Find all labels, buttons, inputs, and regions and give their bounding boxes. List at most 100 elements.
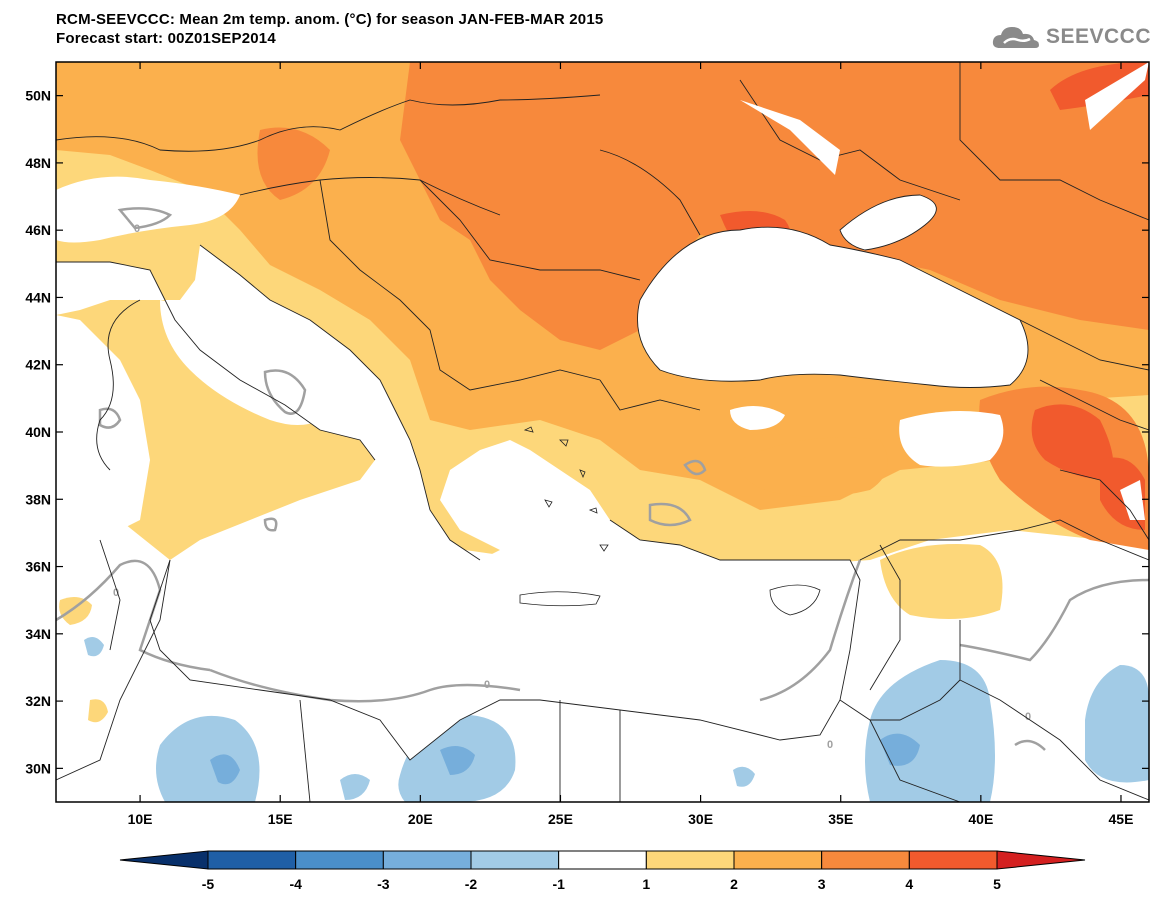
contour-label: 0 [1025,711,1031,723]
crete-coast [519,591,601,607]
lat-tick-label: 36N [25,559,51,575]
map-title: RCM-SEEVCCC: Mean 2m temp. anom. (°C) fo… [56,10,603,48]
anomaly-field: 0 0 0 0 0 [56,62,1149,802]
border [959,62,1149,221]
anomaly-patch-anatolia [740,437,888,497]
white-streak-ukraine [740,100,840,175]
western-mediterranean [56,315,150,545]
longitude-axis: 10E 15E 20E 25E 30E 35E 40E 45E [128,62,1133,827]
island [559,439,569,447]
contour-label: 0 [134,223,140,235]
colorbar-label: 2 [730,876,738,892]
contour-line [263,369,307,415]
contour-labels: 0 0 0 0 0 [113,223,1031,751]
contour-label: 0 [113,587,119,599]
border [839,679,961,721]
contour-line [209,668,521,703]
lat-tick-label: 42N [25,357,51,373]
colorbar: -5 -4 -3 -2 -1 1 2 3 4 5 [119,850,1086,892]
contour-line [683,459,707,476]
colorbar-label: 1 [642,876,650,892]
lat-tick-label: 32N [25,693,51,709]
lon-tick-label: 35E [828,811,853,827]
colorbar-swatch [207,850,297,870]
title-line-1: RCM-SEEVCCC: Mean 2m temp. anom. (°C) fo… [56,11,604,28]
contour-line [263,517,278,532]
coastline [96,299,141,471]
lat-tick-label: 34N [25,626,51,642]
island [544,499,553,508]
colorbar-swatch [382,850,472,870]
lon-tick-label: 25E [548,811,573,827]
seevccc-logo: SEEVCCC [990,22,1151,52]
black-sea [637,227,1028,388]
border [299,699,311,802]
contour-line [1014,739,1046,751]
colorbar-swatch [470,850,560,870]
sea-of-azov [840,195,937,250]
anomaly-patch-blue-d [733,766,755,787]
border [99,539,121,651]
anomaly-patch-white-anatolia-e [899,411,1004,467]
colorbar-label: -5 [202,876,215,892]
anomaly-band-4-5-armenia [1031,404,1114,480]
anomaly-band-minus2-a [210,754,240,785]
lat-tick-label: 48N [25,155,51,171]
colorbar-label: -3 [377,876,390,892]
colorbar-label: -4 [289,876,302,892]
contour-line [759,559,862,702]
mediterranean-sea [56,245,860,760]
contour-label: 0 [484,679,490,691]
colorbar-under-triangle [119,850,209,870]
colorbar-swatch [295,850,384,870]
border [869,544,901,691]
colorbar-swatch [645,850,735,870]
island [523,426,534,433]
island [588,507,598,514]
anomaly-band-minus1-minus2-iraq [1085,665,1149,783]
anomaly-patch-austria [257,127,330,200]
zero-contours [56,207,1149,751]
white-streak-ne [1085,62,1149,130]
lon-tick-label: 40E [968,811,993,827]
island [579,469,586,479]
anomaly-patch-blue-c [340,774,370,800]
border [239,177,501,216]
border [869,719,961,802]
border [1019,319,1149,371]
border [319,179,601,391]
colorbar-label: -2 [465,876,478,892]
border [599,379,701,411]
border [599,149,701,236]
contour-label: 0 [827,739,833,751]
lat-tick-label: 50N [25,88,51,104]
cyprus-coast [769,584,821,616]
anomaly-band-minus1-minus2-arabia [865,660,995,802]
anomaly-patch-blue-tunisia [84,636,104,657]
black-sea-coast [637,226,1029,388]
colorbar-swatch [821,850,910,870]
border [56,94,601,152]
logo-text: SEEVCCC [1045,25,1151,48]
anomaly-patch-white-anatolia-w [730,406,785,430]
border [959,620,1149,801]
anomaly-patch-syria [880,544,1003,619]
anomaly-band-minus2-arabia [880,733,920,766]
contour-line [648,502,692,527]
title-line-2: Forecast start: 00Z01SEP2014 [56,30,276,47]
colorbar-label: -1 [552,876,565,892]
latitude-axis: 50N 48N 46N 44N 42N 40N 38N 36N 34N 32N 30N [25,88,1149,776]
colorbar-swatch [733,850,823,870]
lat-tick-label: 30N [25,760,51,776]
lat-tick-label: 44N [25,289,51,305]
island [599,544,609,552]
colorbar-swatch [558,850,647,870]
anomaly-band-minus2-b [440,746,475,775]
coastline-south [149,519,861,761]
colorbar-over-triangle [996,850,1086,870]
border [1059,469,1149,541]
lon-tick-label: 20E [408,811,433,827]
lat-tick-label: 40N [25,424,51,440]
anomaly-patch-white-iran [1120,480,1145,520]
colorbar-swatch [908,850,998,870]
